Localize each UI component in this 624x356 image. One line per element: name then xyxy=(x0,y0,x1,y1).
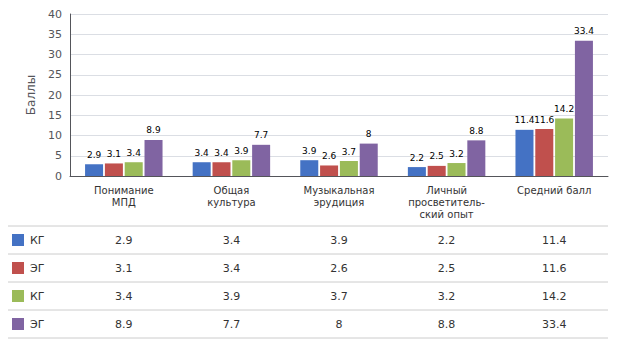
svg-text:5: 5 xyxy=(55,149,62,162)
svg-text:11.4: 11.4 xyxy=(542,234,567,247)
svg-text:3.9: 3.9 xyxy=(302,146,317,156)
svg-text:33.4: 33.4 xyxy=(542,318,567,331)
svg-text:ский опыт: ский опыт xyxy=(420,209,474,220)
svg-text:7.7: 7.7 xyxy=(223,318,241,331)
svg-text:Личный: Личный xyxy=(426,185,467,196)
svg-text:15: 15 xyxy=(48,109,62,122)
svg-text:3.4: 3.4 xyxy=(223,262,241,275)
svg-text:3.2: 3.2 xyxy=(438,290,456,303)
svg-text:просветитель-: просветитель- xyxy=(408,197,485,208)
svg-text:Общая: Общая xyxy=(214,185,250,196)
svg-text:33.4: 33.4 xyxy=(574,26,594,36)
svg-text:2.2: 2.2 xyxy=(438,234,456,247)
svg-text:ЭГ: ЭГ xyxy=(30,318,45,331)
svg-text:3.7: 3.7 xyxy=(342,147,356,157)
svg-text:2.6: 2.6 xyxy=(322,151,337,161)
svg-text:11.6: 11.6 xyxy=(534,115,554,125)
svg-text:3.4: 3.4 xyxy=(115,290,133,303)
svg-text:14.2: 14.2 xyxy=(554,104,574,114)
svg-text:30: 30 xyxy=(48,48,62,61)
svg-text:3.9: 3.9 xyxy=(330,234,348,247)
svg-text:35: 35 xyxy=(48,28,62,41)
svg-text:МПД: МПД xyxy=(112,197,136,208)
svg-text:8: 8 xyxy=(336,318,343,331)
svg-text:2.6: 2.6 xyxy=(330,262,348,275)
svg-text:культура: культура xyxy=(207,197,255,208)
svg-text:20: 20 xyxy=(48,89,62,102)
svg-text:8: 8 xyxy=(366,129,372,139)
svg-text:3.4: 3.4 xyxy=(195,148,210,158)
svg-text:2.2: 2.2 xyxy=(410,153,424,163)
svg-text:40: 40 xyxy=(48,8,62,21)
svg-text:эрудиция: эрудиция xyxy=(314,197,365,208)
svg-text:14.2: 14.2 xyxy=(542,290,567,303)
svg-text:25: 25 xyxy=(48,68,62,81)
svg-text:2.9: 2.9 xyxy=(87,150,102,160)
svg-text:7.7: 7.7 xyxy=(254,130,268,140)
svg-text:КГ: КГ xyxy=(30,234,45,247)
svg-text:11.4: 11.4 xyxy=(514,115,534,125)
svg-text:2.5: 2.5 xyxy=(430,151,444,161)
svg-text:10: 10 xyxy=(48,129,62,142)
svg-text:3.9: 3.9 xyxy=(234,146,249,156)
svg-text:2.9: 2.9 xyxy=(115,234,133,247)
svg-text:3.9: 3.9 xyxy=(223,290,241,303)
svg-text:3.4: 3.4 xyxy=(223,234,241,247)
svg-text:3.2: 3.2 xyxy=(449,149,463,159)
svg-text:8.8: 8.8 xyxy=(438,318,456,331)
svg-text:0: 0 xyxy=(55,170,62,183)
svg-text:8.8: 8.8 xyxy=(469,126,484,136)
svg-text:Музыкальная: Музыкальная xyxy=(304,185,375,196)
svg-text:3.1: 3.1 xyxy=(107,149,121,159)
svg-text:3.4: 3.4 xyxy=(127,148,142,158)
svg-text:КГ: КГ xyxy=(30,290,45,303)
svg-text:8.9: 8.9 xyxy=(115,318,133,331)
svg-text:Баллы: Баллы xyxy=(24,75,38,115)
svg-text:2.5: 2.5 xyxy=(438,262,456,275)
svg-text:ЭГ: ЭГ xyxy=(30,262,45,275)
svg-text:3.1: 3.1 xyxy=(115,262,133,275)
svg-text:3.4: 3.4 xyxy=(214,148,229,158)
svg-text:Средний балл: Средний балл xyxy=(517,185,591,196)
svg-text:3.7: 3.7 xyxy=(330,290,348,303)
svg-text:8.9: 8.9 xyxy=(146,125,161,135)
svg-text:Понимание: Понимание xyxy=(94,185,154,196)
svg-text:11.6: 11.6 xyxy=(542,262,567,275)
